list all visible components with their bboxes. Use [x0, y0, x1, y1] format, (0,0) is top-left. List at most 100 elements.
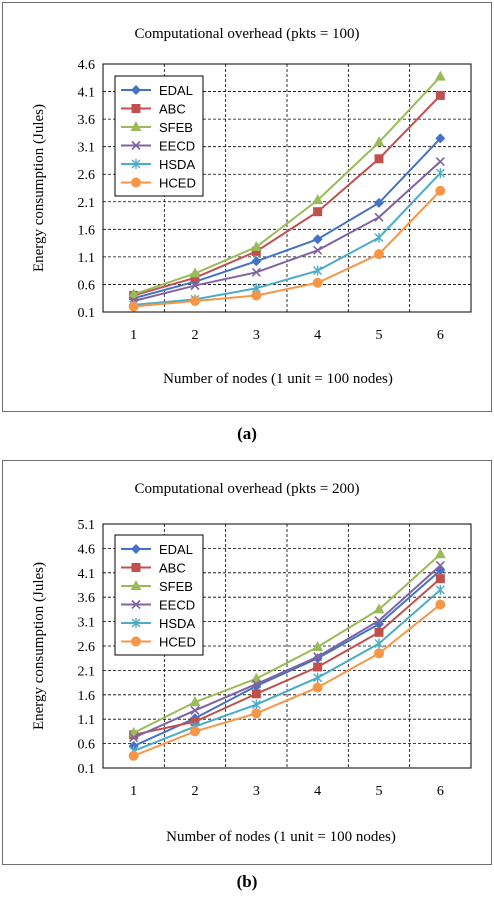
data-point-abc: [374, 154, 384, 164]
y-tick-label: 0.6: [78, 278, 96, 293]
data-point-sfeb: [434, 548, 446, 559]
data-point-hced: [128, 301, 139, 312]
series-line-hsda: [133, 172, 442, 306]
data-point-sfeb: [312, 194, 324, 205]
legend-label-hced: HCED: [159, 176, 196, 191]
data-point-abc: [313, 207, 323, 217]
data-point-eecd: [251, 679, 261, 689]
y-tick-label: 4.6: [78, 542, 96, 557]
y-tick-label: 2.6: [78, 168, 96, 183]
series-line-hced: [133, 190, 442, 308]
x-tick-label: 6: [437, 328, 444, 343]
data-point-hced: [435, 185, 446, 196]
y-tick-label: 1.1: [78, 251, 96, 266]
legend-label-abc: ABC: [159, 102, 186, 117]
data-point-abc: [251, 689, 261, 699]
legend-label-hsda: HSDA: [159, 157, 195, 172]
data-point-eecd: [374, 616, 384, 626]
data-point-eecd: [313, 245, 323, 255]
legend-label-edal: EDAL: [159, 542, 193, 557]
legend-label-eecd: EECD: [159, 139, 195, 154]
data-point-sfeb: [128, 288, 140, 299]
data-point-hced: [190, 295, 200, 306]
data-point-edal: [251, 256, 262, 267]
data-point-hced: [251, 708, 262, 719]
series-line-sfeb: [133, 553, 442, 734]
data-point-hced: [251, 290, 262, 301]
data-point-hsda: [435, 584, 445, 595]
series-line-abc: [133, 577, 441, 736]
data-point-eecd: [190, 280, 200, 291]
x-tick-label: 3: [253, 328, 260, 343]
data-point-sfeb: [312, 640, 324, 651]
legend-marker-sfeb: [130, 580, 142, 590]
data-point-sfeb: [189, 267, 201, 278]
legend-marker-abc: [131, 563, 141, 572]
chart-panel-b: Computational overhead (pkts = 200) 0.1 0.…: [2, 460, 492, 865]
data-point-abc: [374, 627, 384, 637]
legend-marker-edal: [131, 85, 141, 95]
legend-marker-hced: [131, 636, 141, 647]
data-point-eecd: [435, 560, 445, 571]
data-point-edal: [374, 197, 384, 208]
legend-marker-hsda: [131, 618, 141, 628]
x-tick-label: 2: [192, 784, 199, 799]
y-tick-label: 4.1: [78, 86, 96, 101]
legend-label-eecd: EECD: [159, 598, 195, 613]
data-point-hced: [374, 648, 384, 659]
y-tick-label: 3.6: [78, 113, 96, 128]
data-point-abc: [190, 273, 200, 283]
data-point-edal: [435, 565, 446, 576]
data-point-hced: [312, 682, 323, 693]
series-line-hsda: [133, 589, 441, 752]
series-line-hced: [133, 603, 441, 757]
data-point-eecd: [129, 733, 139, 743]
legend-label-sfeb: SFEB: [159, 579, 193, 594]
y-axis-label: Energy consumption (Jules): [31, 562, 47, 730]
y-tick-label: 4.6: [78, 58, 96, 73]
data-point-hsda: [251, 699, 261, 710]
y-tick-label: 2.6: [78, 640, 96, 655]
x-tick-label: 2: [192, 328, 199, 343]
data-point-eecd: [435, 156, 445, 167]
legend-marker-hced: [131, 177, 141, 188]
data-point-hced: [435, 599, 446, 610]
data-point-hsda: [313, 265, 323, 276]
x-tick-label: 6: [437, 784, 444, 799]
caption-b: (b): [236, 872, 258, 891]
x-tick-label: 1: [130, 784, 137, 799]
data-point-hsda: [374, 232, 384, 243]
series-line-eecd: [133, 160, 442, 302]
legend-marker-hsda: [131, 159, 141, 169]
legend-label-hsda: HSDA: [159, 616, 195, 631]
chart-panel-a: Computational overhead (pkts = 100) 0.1 0.…: [2, 2, 492, 412]
chart-title: Computational overhead (pkts = 100): [134, 26, 359, 42]
x-tick-label: 5: [376, 328, 383, 343]
data-point-edal: [312, 234, 323, 245]
y-tick-label: 2.1: [78, 196, 96, 211]
y-tick-label: 3.1: [78, 616, 96, 631]
legend-marker-abc: [131, 104, 141, 113]
chart-title: Computational overhead (pkts = 200): [134, 481, 359, 497]
legend-label-hced: HCED: [159, 635, 196, 650]
x-axis-label: Number of nodes (1 unit = 100 nodes): [163, 371, 393, 387]
data-point-hced: [128, 750, 139, 761]
x-tick-label: 4: [314, 328, 321, 343]
y-tick-label: 3.6: [78, 591, 96, 606]
plot-frame: [102, 63, 472, 313]
chart-a-svg: Computational overhead (pkts = 100) 0.1 0.…: [31, 26, 472, 387]
y-axis-label: Energy consumption (Jules): [31, 104, 47, 272]
data-point-sfeb: [189, 696, 201, 707]
y-tick-label: 5.1: [78, 518, 96, 533]
y-tick-label: 3.1: [78, 141, 96, 156]
y-tick-label: 2.1: [78, 664, 96, 679]
y-tick-label: 4.1: [78, 567, 96, 582]
legend-marker-sfeb: [130, 121, 142, 131]
y-tick-label: 1.1: [78, 713, 96, 728]
data-point-abc: [313, 662, 323, 672]
legend-label-sfeb: SFEB: [159, 120, 193, 135]
chart-b-svg: Computational overhead (pkts = 200) 0.1 0.…: [31, 481, 472, 845]
plot-frame: [102, 523, 472, 769]
x-tick-label: 3: [253, 784, 260, 799]
data-point-abc: [435, 574, 445, 584]
